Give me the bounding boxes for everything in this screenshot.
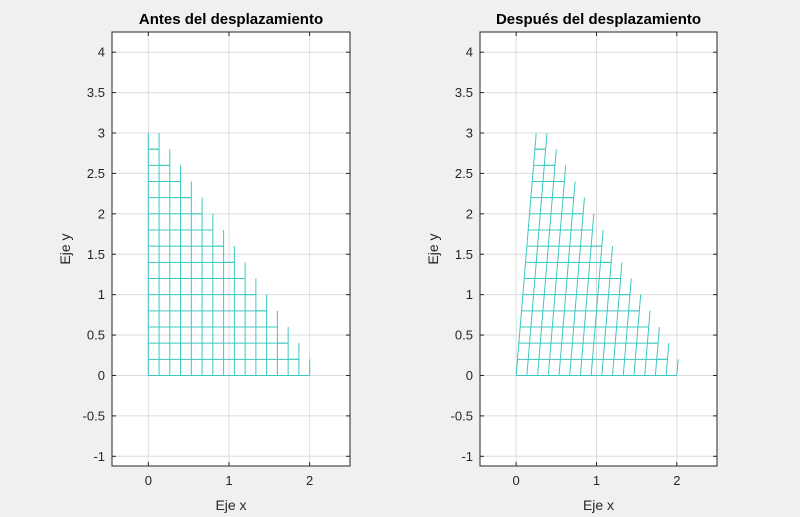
y-tick-label: 0.5	[455, 328, 473, 343]
x-tick-label: 2	[306, 473, 313, 488]
subplot-title-after: Después del desplazamiento	[496, 11, 701, 28]
y-tick-label: 3	[98, 126, 105, 141]
y-tick-label: 0	[466, 368, 473, 383]
subplot-after: 0 1 2 -1 -0.5 0 0.5 1 1.5 2 2.5 3 3.5 4 Después del de…	[425, 11, 718, 513]
x-tick-label: 1	[225, 473, 232, 488]
y-tick-label: 3.5	[87, 85, 105, 100]
y-tick-label: 4	[98, 45, 105, 60]
y-axis-label-before: Eje y	[57, 233, 73, 264]
y-tick-label: 0	[98, 368, 105, 383]
mesh-line	[569, 213, 584, 376]
y-tick-label: 3	[466, 126, 473, 141]
y-tick-label: 1.5	[87, 247, 105, 262]
mesh-line	[579, 229, 593, 376]
y-tick-label: -0.5	[451, 408, 473, 423]
mesh-line	[638, 294, 642, 311]
x-tick-label: 1	[593, 473, 600, 488]
y-tick-label: 2	[98, 206, 105, 221]
mesh-line	[644, 326, 650, 376]
mesh-line	[590, 246, 603, 376]
mesh-line	[648, 310, 651, 328]
mesh-line	[582, 197, 585, 214]
subplot-before: 0 1 2 -1 -0.5 0 0.5 1 1.5 2 2.5 3 3.5 4 Antes del desp…	[57, 11, 351, 513]
y-tick-label: -1	[461, 449, 473, 464]
mesh-line	[657, 326, 660, 344]
mesh-line	[666, 343, 670, 360]
mesh-line	[633, 310, 640, 376]
x-tick-label: 0	[513, 473, 520, 488]
y-tick-label: 0.5	[87, 328, 105, 343]
x-axis-label-after: Eje x	[583, 497, 614, 513]
y-tick-label: 2.5	[87, 166, 105, 181]
axes-box	[111, 31, 351, 467]
y-tick-label: 4	[466, 45, 473, 60]
y-tick-label: 2	[466, 206, 473, 221]
y-tick-label: 3.5	[455, 85, 473, 100]
mesh-line	[601, 262, 612, 376]
x-tick-label: 2	[673, 473, 680, 488]
mesh-line	[547, 181, 565, 376]
mesh-line	[563, 165, 567, 182]
mesh-line	[515, 132, 537, 376]
mesh-line	[601, 229, 604, 247]
mesh-line	[622, 294, 631, 376]
y-tick-label: 2.5	[455, 166, 473, 181]
mesh-line	[665, 359, 668, 376]
axes-box	[479, 31, 718, 467]
y-tick-label: 1.5	[455, 247, 473, 262]
x-tick-label: 0	[145, 473, 152, 488]
mesh-after	[515, 132, 679, 376]
subplot-title-before: Antes del desplazamiento	[139, 11, 323, 28]
plot-area	[112, 32, 350, 466]
mesh-line	[676, 359, 679, 376]
mesh-line	[591, 213, 595, 231]
mesh-line	[526, 149, 547, 376]
mesh-line	[545, 132, 548, 150]
mesh-line	[558, 197, 575, 376]
mesh-line	[654, 343, 659, 376]
mesh-line	[537, 165, 556, 376]
x-axis-label-before: Eje x	[215, 497, 246, 513]
mesh-line	[573, 181, 576, 198]
plot-area	[480, 32, 717, 466]
mesh-line	[629, 278, 632, 295]
y-tick-label: 1	[466, 287, 473, 302]
y-tick-label: 1	[98, 287, 105, 302]
y-tick-label: -0.5	[83, 408, 105, 423]
mesh-before	[147, 133, 311, 376]
y-tick-label: -1	[93, 449, 105, 464]
mesh-line	[610, 246, 614, 263]
mesh-line	[620, 262, 623, 279]
mesh-line	[554, 149, 557, 166]
y-axis-label-after: Eje y	[425, 233, 441, 264]
